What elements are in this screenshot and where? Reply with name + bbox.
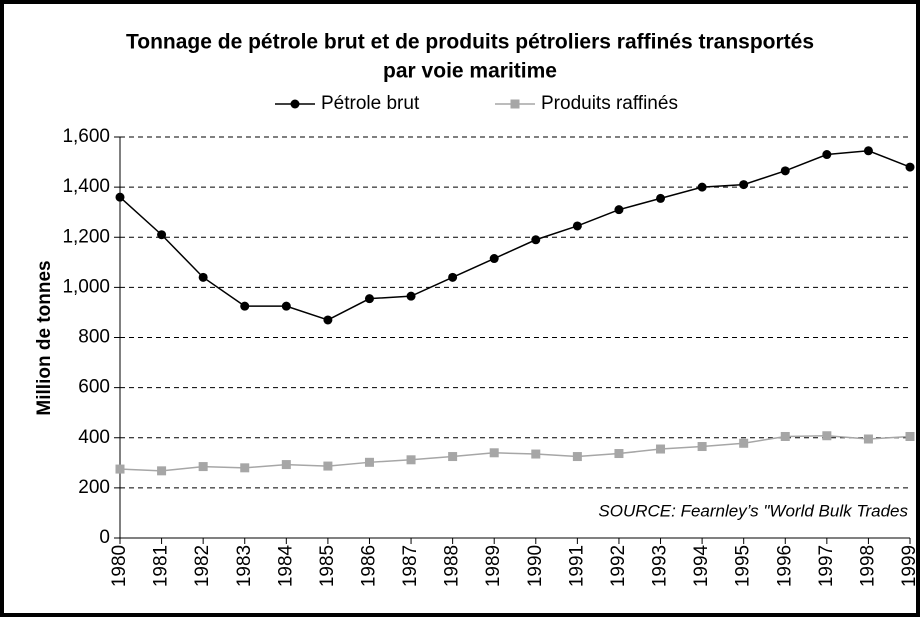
x-tick-label: 1990: [525, 545, 546, 587]
point: [198, 272, 208, 282]
point: [240, 463, 250, 473]
point: [739, 438, 749, 448]
point: [489, 448, 499, 458]
y-tick-label: 400: [78, 427, 110, 448]
point: [572, 452, 582, 462]
x-tick-label: 1982: [192, 545, 213, 587]
point: [739, 180, 749, 190]
point: [157, 230, 167, 240]
series-line: [119, 150, 911, 321]
y-axis-label: Million de tonnes: [34, 260, 55, 415]
x-tick-label: 1997: [816, 545, 837, 587]
legend-label: Pétrole brut: [321, 93, 420, 114]
x-tick-label: 1983: [234, 545, 255, 587]
point: [822, 431, 832, 441]
legend-marker: [290, 99, 300, 109]
x-tick-label: 1993: [650, 545, 671, 587]
y-tick-label: 800: [78, 327, 110, 348]
point: [323, 315, 333, 325]
y-tick-label: 1,200: [62, 226, 110, 247]
point: [364, 294, 374, 304]
point: [531, 235, 541, 245]
point: [198, 462, 208, 472]
point: [780, 431, 790, 441]
point: [281, 301, 291, 311]
point: [697, 442, 707, 452]
x-tick-label: 1998: [857, 545, 878, 587]
x-tick-label: 1980: [109, 545, 130, 587]
point: [489, 254, 499, 264]
x-tick-label: 1995: [733, 545, 754, 587]
x-tick-label: 1986: [358, 545, 379, 587]
point: [822, 150, 832, 160]
x-tick-label: 1992: [608, 545, 629, 587]
point: [448, 272, 458, 282]
point: [614, 205, 624, 215]
point: [614, 449, 624, 459]
x-tick-label: 1991: [566, 545, 587, 587]
legend-label: Produits raffinés: [541, 93, 678, 114]
y-tick-label: 200: [78, 477, 110, 498]
point: [240, 301, 250, 311]
x-tick-label: 1988: [442, 545, 463, 587]
point: [656, 193, 666, 203]
point: [115, 464, 125, 474]
point: [115, 192, 125, 202]
y-tick-label: 1,000: [62, 276, 110, 297]
y-tick-label: 0: [99, 527, 110, 548]
x-tick-label: 1996: [774, 545, 795, 587]
y-tick-label: 600: [78, 377, 110, 398]
y-tick-label: 1,400: [62, 176, 110, 197]
x-tick-label: 1984: [275, 544, 296, 587]
x-tick-label: 1985: [317, 545, 338, 587]
legend-marker: [510, 99, 520, 109]
point: [697, 182, 707, 192]
point: [364, 457, 374, 467]
point: [531, 449, 541, 459]
point: [863, 146, 873, 156]
chart-title: Tonnage de pétrole brut et de produits p…: [126, 31, 814, 54]
point: [863, 434, 873, 444]
point: [656, 444, 666, 454]
x-tick-label: 1989: [483, 545, 504, 587]
point: [406, 455, 416, 465]
point: [905, 431, 915, 441]
chart-title: par voie maritime: [383, 60, 557, 83]
point: [448, 452, 458, 462]
series-line: [119, 434, 911, 472]
point: [281, 460, 291, 470]
point: [323, 461, 333, 471]
point: [157, 466, 167, 476]
point: [572, 221, 582, 231]
x-tick-label: 1987: [400, 545, 421, 587]
point: [406, 291, 416, 301]
point: [780, 166, 790, 176]
x-tick-label: 1994: [691, 544, 712, 587]
x-tick-label: 1999: [899, 545, 920, 587]
annotation: SOURCE: Fearnley’s "World Bulk Trades: [598, 501, 908, 520]
point: [905, 162, 915, 172]
y-tick-label: 1,600: [62, 126, 110, 147]
x-tick-label: 1981: [151, 545, 172, 587]
